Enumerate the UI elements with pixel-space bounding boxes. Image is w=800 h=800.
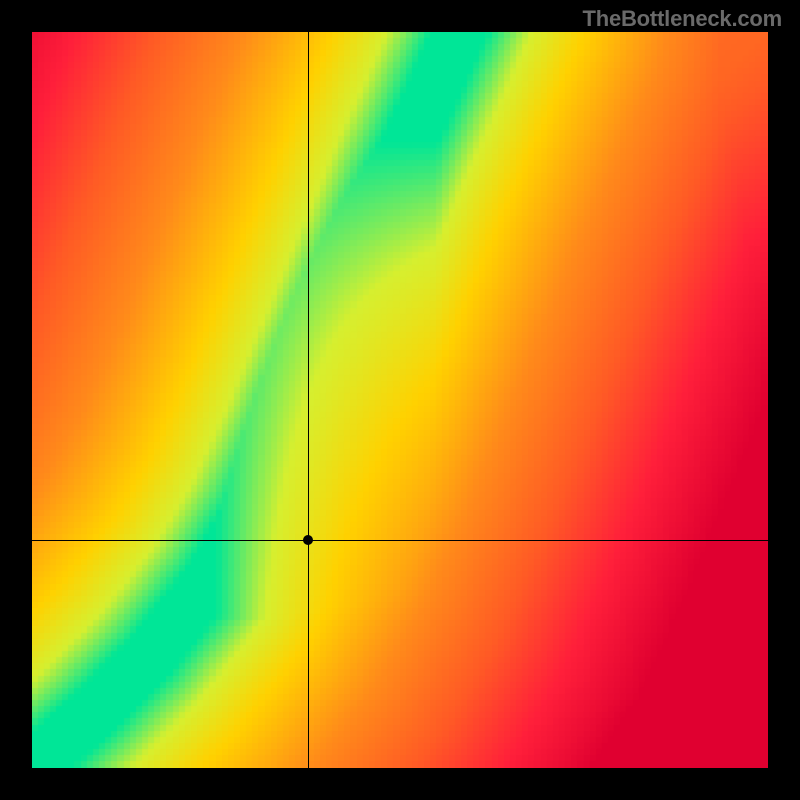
watermark-text: TheBottleneck.com (582, 6, 782, 32)
crosshair-vertical (308, 32, 309, 768)
crosshair-marker-dot (303, 535, 313, 545)
heatmap-canvas (32, 32, 768, 768)
crosshair-horizontal (32, 540, 768, 541)
bottleneck-heatmap (32, 32, 768, 768)
